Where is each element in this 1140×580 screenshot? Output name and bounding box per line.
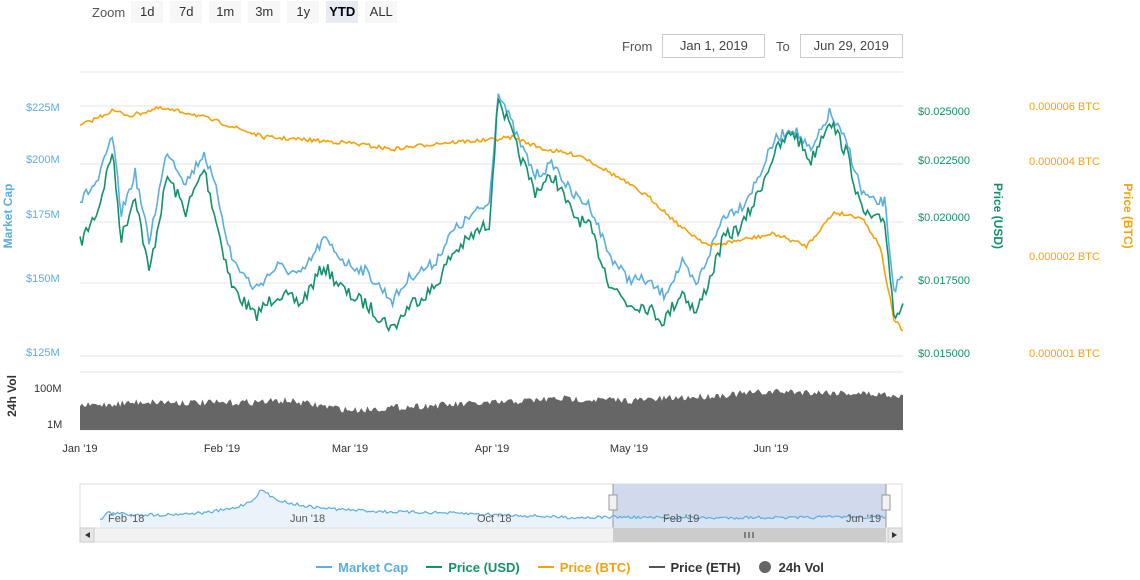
y-axis-title-price-btc: Price (BTC) [1121, 183, 1135, 248]
x-tick-jan-19: Jan '19 [62, 443, 97, 455]
series-line-market-cap [79, 93, 904, 309]
y-tick-market-cap-150: $150M [26, 273, 60, 285]
scroll-right-arrow-icon [892, 532, 897, 538]
navigator-tick-feb-18: Feb '18 [108, 513, 144, 525]
x-tick-apr-19: Apr '19 [475, 443, 510, 455]
y-tick-price-usd-0.025: $0.025000 [918, 106, 970, 118]
navigator-tick-feb-19: Feb '19 [663, 513, 699, 525]
legend-swatch-price-usd [426, 566, 443, 568]
legend-label-price-btc: Price (BTC) [559, 559, 631, 575]
y-tick-market-cap-200: $200M [26, 154, 60, 166]
navigator-tick-jun-18: Jun '18 [290, 513, 325, 525]
navigator-handle-left[interactable] [608, 494, 618, 511]
price-chart: Market Cap Price (USD) Price (BTC) 24h V… [1, 71, 1135, 543]
legend-item-price-usd[interactable]: Price (USD) [426, 560, 520, 575]
navigator-handle-right[interactable] [881, 494, 891, 511]
navigator-line [99, 489, 887, 520]
zoom-button-7d[interactable]: 7d [170, 1, 203, 23]
y-tick-price-btc-6e-6: 0.000006 BTC [1029, 101, 1100, 113]
x-tick-may-19: May '19 [610, 443, 648, 455]
x-tick-mar-19: Mar '19 [332, 443, 368, 455]
y-tick-price-usd-0.0225: $0.022500 [918, 155, 970, 167]
navigator-tick-oct-18: Oct '18 [477, 513, 512, 525]
x-tick-feb-19: Feb '19 [204, 443, 240, 455]
y-axis-title-price-usd: Price (USD) [991, 183, 1005, 249]
y-axis-title-market-cap: Market Cap [1, 184, 15, 249]
to-label: To [776, 38, 790, 54]
scroll-left-arrow-icon [85, 532, 90, 538]
from-date-input[interactable]: Jan 1, 2019 [662, 34, 766, 58]
y-tick-market-cap-175: $175M [26, 209, 60, 221]
legend-item-24h-vol[interactable]: 24h Vol [758, 559, 824, 575]
series-line-price-usd [79, 97, 904, 333]
legend-label-24h-vol: 24h Vol [778, 559, 824, 575]
y-axis-title-volume: 24h Vol [5, 375, 19, 417]
y-tick-price-usd-0.020: $0.020000 [918, 212, 970, 224]
legend-label-price-eth: Price (ETH) [670, 559, 741, 575]
scrollbar-grip-icon [744, 532, 754, 538]
legend: Market Cap Price (USD) Price (BTC) Price… [0, 556, 1140, 578]
y-tick-market-cap-225: $225M [26, 102, 60, 114]
navigator[interactable]: Feb '18 Jun '18 Oct '18 Feb '19 Jun '19 [79, 483, 903, 529]
legend-label-price-usd: Price (USD) [448, 559, 520, 575]
scrollbar[interactable] [79, 527, 903, 543]
y-tick-price-btc-2e-6: 0.000002 BTC [1029, 251, 1100, 263]
y-tick-volume-1m: 1M [47, 419, 62, 431]
legend-swatch-market-cap [316, 566, 333, 568]
zoom-button-ytd[interactable]: YTD [326, 1, 359, 23]
date-range-to: To Jun 29, 2019 [776, 34, 903, 58]
y-tick-price-btc-4e-6: 0.000004 BTC [1029, 156, 1100, 168]
zoom-button-1m[interactable]: 1m [209, 1, 242, 23]
date-range-from: From Jan 1, 2019 [622, 34, 766, 58]
y-tick-price-usd-0.0175: $0.017500 [918, 275, 970, 287]
legend-dot-24h-vol [758, 561, 771, 573]
x-tick-jun-19: Jun '19 [753, 443, 788, 455]
legend-label-market-cap: Market Cap [338, 559, 409, 575]
zoom-button-all[interactable]: ALL [365, 1, 398, 23]
legend-swatch-price-eth [648, 566, 665, 568]
volume-bars [80, 388, 903, 430]
zoom-bar: Zoom 1d 7d 1m 3m 1y YTD ALL [92, 0, 404, 24]
y-tick-volume-100m: 100M [34, 383, 62, 395]
legend-swatch-price-btc [537, 566, 554, 568]
to-date-input[interactable]: Jun 29, 2019 [799, 34, 903, 58]
zoom-label: Zoom [92, 4, 126, 20]
legend-item-price-btc[interactable]: Price (BTC) [537, 559, 631, 575]
zoom-button-1y[interactable]: 1y [287, 1, 320, 23]
navigator-tick-jun-19: Jun '19 [846, 513, 881, 525]
legend-item-price-eth[interactable]: Price (ETH) [648, 559, 741, 575]
zoom-button-3m[interactable]: 3m [248, 1, 281, 23]
legend-item-market-cap[interactable]: Market Cap [316, 560, 408, 575]
from-label: From [622, 38, 653, 54]
grid-lines [80, 71, 903, 431]
series-line-price-btc [79, 105, 904, 332]
y-tick-price-btc-1e-6: 0.000001 BTC [1029, 348, 1100, 360]
zoom-button-1d[interactable]: 1d [131, 1, 164, 23]
y-tick-market-cap-125: $125M [26, 347, 60, 359]
y-tick-price-usd-0.015: $0.015000 [918, 348, 970, 360]
